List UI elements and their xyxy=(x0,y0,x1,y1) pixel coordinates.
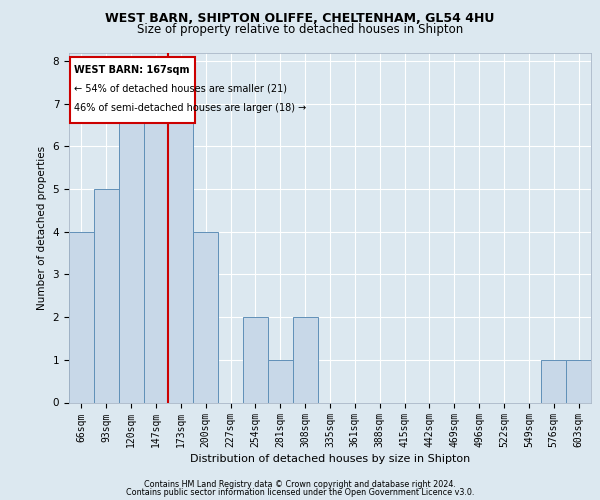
Text: WEST BARN, SHIPTON OLIFFE, CHELTENHAM, GL54 4HU: WEST BARN, SHIPTON OLIFFE, CHELTENHAM, G… xyxy=(106,12,494,26)
FancyBboxPatch shape xyxy=(70,57,194,123)
Bar xyxy=(268,360,293,403)
Text: 46% of semi-detached houses are larger (18) →: 46% of semi-detached houses are larger (… xyxy=(74,103,306,113)
Bar xyxy=(293,317,317,402)
Bar xyxy=(169,104,193,403)
Bar xyxy=(94,189,119,402)
Bar xyxy=(119,104,143,403)
X-axis label: Distribution of detached houses by size in Shipton: Distribution of detached houses by size … xyxy=(190,454,470,464)
Bar xyxy=(541,360,566,403)
Text: Contains HM Land Registry data © Crown copyright and database right 2024.: Contains HM Land Registry data © Crown c… xyxy=(144,480,456,489)
Bar xyxy=(143,104,169,403)
Bar xyxy=(243,317,268,402)
Y-axis label: Number of detached properties: Number of detached properties xyxy=(37,146,47,310)
Text: ← 54% of detached houses are smaller (21): ← 54% of detached houses are smaller (21… xyxy=(74,84,287,94)
Bar xyxy=(193,232,218,402)
Bar xyxy=(566,360,591,403)
Text: Contains public sector information licensed under the Open Government Licence v3: Contains public sector information licen… xyxy=(126,488,474,497)
Bar xyxy=(69,232,94,402)
Text: WEST BARN: 167sqm: WEST BARN: 167sqm xyxy=(74,65,190,75)
Text: Size of property relative to detached houses in Shipton: Size of property relative to detached ho… xyxy=(137,22,463,36)
